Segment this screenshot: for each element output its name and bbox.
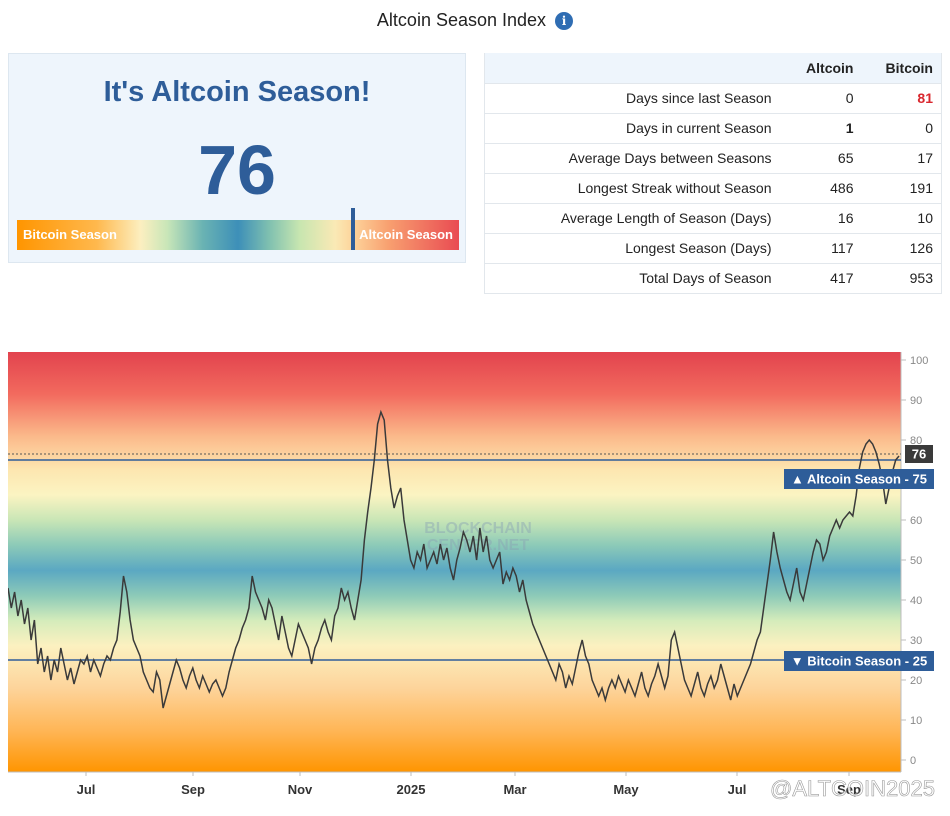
bitcoin-value: 126 [861, 233, 942, 264]
scale-label-altcoin: Altcoin Season [359, 227, 453, 242]
x-tick-label: May [613, 782, 639, 797]
bitcoin-season-label: ▼ Bitcoin Season - 25 [791, 654, 927, 669]
bitcoin-value: 191 [861, 173, 942, 204]
scale-marker [350, 208, 355, 250]
season-stats-table: Altcoin Bitcoin Days since last Season 0… [484, 53, 942, 294]
altcoin-season-badge: ▲ Altcoin Season - 75 [784, 469, 934, 489]
x-tick-label: Sep [181, 782, 205, 797]
table-header-row: Altcoin Bitcoin [484, 53, 942, 84]
overlay-handle-text: @ALTCOIN2025 [770, 776, 935, 801]
altcoin-value: 486 [783, 173, 862, 204]
y-axis-area [901, 352, 942, 772]
y-tick-label: 40 [910, 595, 922, 607]
page-title: Altcoin Season Index i [0, 10, 950, 31]
bitcoin-value: 17 [861, 143, 942, 174]
season-scale-bar: Bitcoin Season Altcoin Season [17, 208, 459, 250]
y-tick-label: 20 [910, 675, 922, 687]
altcoin-value: 117 [783, 233, 862, 264]
y-tick-label: 90 [910, 395, 922, 407]
table-row: Longest Season (Days) 117 126 [484, 233, 942, 264]
y-tick-label: 30 [910, 635, 922, 647]
row-label: Average Days between Seasons [484, 143, 784, 174]
bitcoin-value: 10 [861, 203, 942, 234]
table-header-blank [484, 53, 784, 84]
altcoin-value: 16 [783, 203, 862, 234]
y-tick-group: 0102030405060708090100 [901, 355, 928, 767]
bitcoin-value: 953 [861, 263, 942, 294]
table-row: Average Days between Seasons 65 17 [484, 143, 942, 174]
x-tick-label: Jul [728, 782, 747, 797]
index-value: 76 [198, 131, 276, 209]
chart-svg: 0102030405060708090100 JulSepNov2025MarM… [7, 352, 942, 802]
x-tick-label: 2025 [397, 782, 426, 797]
altcoin-value: 0 [783, 83, 862, 114]
x-tick-group: Jul Sep Nov 2025 Mar May Jul Sep [77, 772, 861, 797]
row-label: Days since last Season [484, 83, 784, 114]
altcoin-value: 65 [783, 143, 862, 174]
altcoin-season-label: ▲ Altcoin Season - 75 [791, 472, 927, 487]
current-value-badge: 76 [905, 445, 933, 463]
bitcoin-value: 81 [861, 83, 942, 114]
table-row: Longest Streak without Season 486 191 [484, 173, 942, 204]
row-label: Days in current Season [484, 113, 784, 144]
current-value-label: 76 [912, 447, 926, 462]
row-label: Longest Streak without Season [484, 173, 784, 204]
info-icon[interactable]: i [555, 12, 574, 30]
chart-background [8, 352, 901, 772]
table-row: Total Days of Season 417 953 [484, 263, 942, 294]
scale-label-bitcoin: Bitcoin Season [23, 227, 117, 242]
column-header-altcoin: Altcoin [783, 53, 862, 84]
y-tick-label: 50 [910, 555, 922, 567]
row-label: Longest Season (Days) [484, 233, 784, 264]
row-label: Total Days of Season [484, 263, 784, 294]
watermark-line-1: BLOCKCHAIN [424, 520, 532, 537]
x-tick-label: Mar [503, 782, 526, 797]
table-row: Average Length of Season (Days) 16 10 [484, 203, 942, 234]
altcoin-index-series-line [7, 409, 900, 709]
table-row: Days in current Season 1 0 [484, 113, 942, 144]
x-tick-label: Sep [837, 782, 861, 797]
y-tick-label: 10 [910, 715, 922, 727]
table-row: Days since last Season 0 81 [484, 83, 942, 114]
x-axis-area [8, 772, 942, 802]
season-summary-panel: It's Altcoin Season! 76 Bitcoin Season A… [8, 53, 466, 263]
bitcoin-season-badge-bg [784, 651, 934, 671]
altcoin-value: 1 [783, 113, 862, 144]
y-tick-label: 100 [910, 355, 928, 367]
season-headline: It's Altcoin Season! [103, 76, 371, 108]
y-tick-label: 80 [910, 435, 922, 447]
altcoin-value: 417 [783, 263, 862, 294]
altcoin-season-badge-bg [784, 469, 934, 489]
season-index-chart: 0102030405060708090100 JulSepNov2025MarM… [7, 352, 942, 802]
current-value-badge-bg [905, 445, 933, 463]
x-tick-label: Jul [77, 782, 96, 797]
page-title-text: Altcoin Season Index [376, 10, 547, 30]
y-tick-label: 60 [910, 515, 922, 527]
column-header-bitcoin: Bitcoin [861, 53, 942, 84]
bitcoin-value: 0 [861, 113, 942, 144]
x-tick-label: Nov [288, 782, 313, 797]
y-tick-label: 0 [910, 755, 916, 767]
bitcoin-season-badge: ▼ Bitcoin Season - 25 [784, 651, 934, 671]
row-label: Average Length of Season (Days) [484, 203, 784, 234]
